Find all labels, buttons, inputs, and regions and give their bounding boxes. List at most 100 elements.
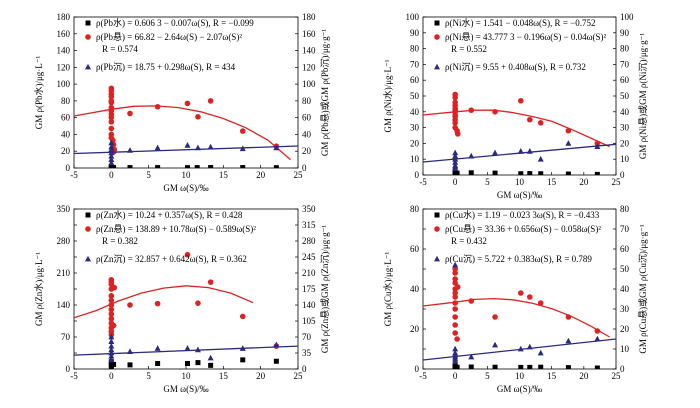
data-point-triangle	[108, 346, 115, 353]
data-point-circle	[207, 279, 214, 285]
data-point-circle	[492, 314, 498, 320]
x-axis-label: GM ω(S)/‰	[497, 190, 542, 200]
legend-entry: ρ(Zn水) = 10.24 + 0.357ω(S), R = 0.428	[96, 209, 243, 220]
data-point-circle	[184, 251, 191, 258]
data-point-circle	[452, 266, 458, 272]
data-point-circle	[452, 300, 458, 306]
y-tick-label-left: 140	[57, 46, 71, 56]
plot-data-area	[74, 85, 298, 168]
data-point-square	[194, 165, 200, 168]
data-point-triangle	[537, 349, 544, 356]
legend-entry: ρ(Pb水) = 0.606 3 − 0.007ω(S), R = −0.099	[96, 17, 254, 28]
data-point-circle	[108, 311, 115, 317]
y-tick-label-right: 30	[620, 304, 630, 314]
y-tick-label-right: 70	[620, 224, 630, 234]
data-point-circle	[452, 306, 458, 312]
y-tick-label-right: 20	[302, 146, 312, 156]
y-tick-label-right: 160	[302, 29, 316, 39]
y-tick-label-left: 0	[415, 170, 420, 180]
y-tick-label-left: 40	[410, 284, 420, 294]
data-point-triangle	[85, 255, 91, 262]
data-point-triangle	[565, 337, 572, 344]
y-tick-label-right: 315	[302, 220, 316, 230]
data-point-triangle	[108, 338, 115, 344]
data-point-triangle	[517, 148, 524, 154]
x-tick-label: 10	[182, 170, 192, 180]
legend: ρ(Pb水) = 0.606 3 − 0.007ω(S), R = −0.099…	[85, 17, 254, 72]
data-point-circle	[108, 125, 115, 132]
y-tick-label-left: 20	[410, 138, 420, 148]
data-point-circle	[452, 330, 458, 336]
data-point-square	[208, 362, 214, 368]
data-point-square	[565, 171, 571, 175]
y-tick-label-right: 60	[620, 244, 630, 254]
data-point-circle	[195, 300, 201, 306]
data-point-square	[565, 365, 571, 369]
y-tick-label-right: 70	[302, 332, 312, 342]
x-tick-label: 5	[146, 371, 151, 381]
y-tick-label-left: 210	[57, 268, 71, 278]
data-point-circle	[452, 94, 458, 101]
data-point-triangle	[207, 143, 214, 150]
y-tick-label-right: 350	[302, 204, 316, 214]
y-tick-label-left: 80	[410, 204, 420, 214]
data-point-triangle	[108, 149, 115, 156]
data-point-circle	[452, 314, 458, 320]
data-point-circle	[108, 293, 115, 299]
y-tick-label-left: 140	[57, 300, 71, 310]
data-point-triangle	[452, 165, 459, 172]
data-point-triangle	[468, 353, 475, 360]
data-point-triangle	[108, 159, 115, 166]
legend-entry: ρ(Ni悬) = 43.777 3 − 0.196ω(S) − 0.04ω(S)…	[445, 32, 607, 42]
legend-entry: R = 0.552	[451, 44, 487, 54]
x-tick-label: 0	[109, 170, 114, 180]
data-point-circle	[154, 103, 161, 110]
data-point-square	[240, 357, 246, 363]
data-point-triangle	[184, 142, 191, 148]
data-point-circle	[452, 120, 458, 126]
y-tick-label-right: 60	[302, 113, 312, 123]
data-point-circle	[154, 300, 161, 307]
fit-line	[423, 109, 610, 148]
x-axis-label: GM ω(S)/‰	[163, 183, 208, 193]
y-tick-label-left: 90	[410, 28, 420, 38]
y-tick-label-right: 40	[302, 129, 312, 139]
data-point-triangle	[108, 139, 115, 146]
data-point-square	[492, 170, 498, 175]
data-point-square	[155, 165, 161, 168]
y-tick-label-left: 60	[61, 113, 71, 123]
x-tick-label: 15	[219, 371, 229, 381]
data-point-circle	[108, 119, 115, 125]
legend-entry: ρ(Ni水) = 1.541 − 0.048ω(S), R = −0.752	[445, 17, 595, 28]
y-tick-label-left: 100	[406, 12, 420, 22]
legend: ρ(Zn水) = 10.24 + 0.357ω(S), R = 0.428 ρ(Z…	[85, 209, 256, 264]
data-point-circle	[111, 284, 118, 291]
data-point-circle	[537, 300, 544, 306]
data-point-triangle	[452, 152, 459, 159]
legend-entry: ρ(Cu水) = 1.19 − 0.023 3ω(S), R = −0.433	[445, 209, 600, 220]
y-tick-label-left: 80	[61, 96, 71, 106]
y-axis-label-left: GM ρ(Cu水)/μg·L⁻¹	[382, 251, 393, 326]
data-point-circle	[184, 100, 191, 107]
y-axis-label-left: GM ρ(Zn水)/μg·L⁻¹	[33, 252, 44, 326]
data-point-circle	[108, 306, 115, 313]
data-point-circle	[452, 280, 458, 286]
y-tick-label-right: 40	[620, 107, 630, 117]
legend-entry: R = 0.432	[451, 236, 487, 246]
data-point-circle	[239, 128, 246, 134]
x-tick-label: 0	[453, 177, 458, 187]
data-point-square	[527, 364, 533, 369]
data-point-circle	[492, 109, 498, 115]
data-point-triangle	[184, 345, 191, 351]
data-point-square	[208, 164, 214, 168]
data-point-triangle	[108, 156, 115, 163]
data-point-circle	[127, 110, 133, 117]
legend-entry: ρ(Pb悬) = 66.82 − 2.64ω(S) − 2.07ω(S)²	[96, 32, 242, 42]
data-point-square	[492, 364, 498, 369]
data-point-triangle	[526, 148, 533, 154]
y-tick-label-right: 0	[620, 364, 625, 374]
